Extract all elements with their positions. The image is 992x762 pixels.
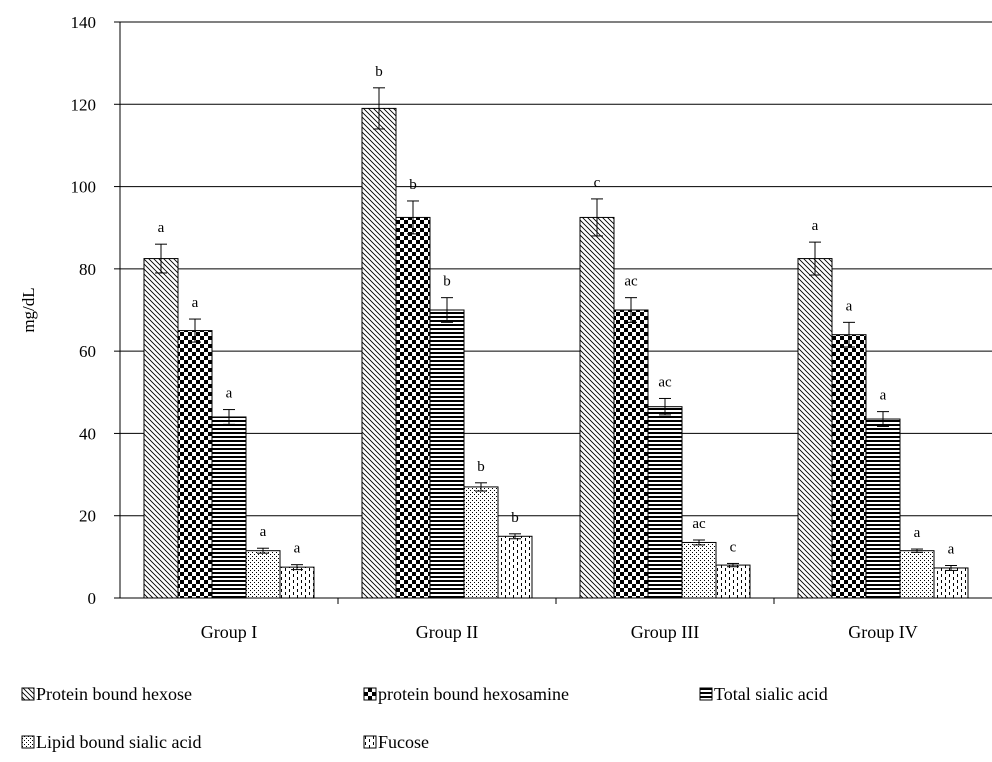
bar-3-2 xyxy=(865,418,901,599)
legend-label: Protein bound hexose xyxy=(36,684,192,704)
legend: Protein bound hexose protein bound hexosa… xyxy=(21,684,828,752)
significance-label: b xyxy=(375,64,383,80)
bar-2-1 xyxy=(613,309,649,599)
significance-label: b xyxy=(409,177,417,193)
significance-label: a xyxy=(260,524,267,540)
legend-label: Total sialic acid xyxy=(714,684,828,704)
y-tick-0: 0 xyxy=(88,589,120,608)
bar-0-2 xyxy=(211,416,247,599)
significance-label: a xyxy=(812,218,819,234)
y-tick-label: 80 xyxy=(79,260,96,279)
significance-label: ac xyxy=(658,374,672,390)
y-tick-100: 100 xyxy=(71,178,120,197)
legend-swatch xyxy=(699,687,713,701)
significance-label: c xyxy=(730,539,737,555)
significance-label: a xyxy=(294,541,301,557)
significance-label: ac xyxy=(624,274,638,290)
bar-0-3 xyxy=(245,550,281,599)
legend-label: Fucose xyxy=(378,732,429,752)
legend-label: protein bound hexosamine xyxy=(378,684,569,704)
significance-label: a xyxy=(158,220,165,236)
legend-swatch xyxy=(21,687,35,701)
legend-swatch xyxy=(21,735,35,749)
bars xyxy=(143,87,969,599)
bar-1-4 xyxy=(497,535,533,599)
significance-label: a xyxy=(880,388,887,404)
y-tick-120: 120 xyxy=(71,95,120,114)
bar-2-4 xyxy=(715,564,751,599)
legend-label: Lipid bound sialic acid xyxy=(36,732,201,752)
axes: 0 20 40 60 80 100 120 140 xyxy=(71,13,992,608)
y-tick-label: 140 xyxy=(71,13,97,32)
bar-1-1 xyxy=(395,216,431,599)
y-tick-20: 20 xyxy=(79,507,120,526)
legend-item-4: Fucose xyxy=(363,732,429,752)
y-axis-label: mg/dL xyxy=(19,287,38,332)
bar-1-2 xyxy=(429,309,465,599)
x-category-label: Group II xyxy=(416,622,478,642)
legend-item-1: protein bound hexosamine xyxy=(363,684,569,704)
significance-label: c xyxy=(594,175,601,191)
bar-0-1 xyxy=(177,330,213,599)
bar-2-2 xyxy=(647,406,683,599)
significance-label: b xyxy=(443,274,451,290)
labels: mg/dL Group I a a a a a Group II b b b b b Group III c… xyxy=(19,64,955,642)
bar-1-3 xyxy=(463,486,499,599)
bar-3-0 xyxy=(797,258,833,599)
gridlines xyxy=(120,21,992,517)
significance-label: a xyxy=(846,298,853,314)
y-tick-140: 140 xyxy=(71,13,120,32)
bar-0-4 xyxy=(279,566,315,599)
x-category-label: Group I xyxy=(201,622,258,642)
legend-swatch xyxy=(363,687,377,701)
bar-3-3 xyxy=(899,550,935,599)
bar-3-4 xyxy=(933,567,969,599)
y-tick-label: 120 xyxy=(71,95,97,114)
significance-label: ac xyxy=(692,516,706,532)
y-tick-label: 100 xyxy=(71,178,97,197)
significance-label: a xyxy=(226,386,233,402)
significance-label: a xyxy=(948,541,955,557)
legend-swatch xyxy=(363,735,377,749)
y-tick-80: 80 xyxy=(79,260,120,279)
significance-label: b xyxy=(511,510,519,526)
legend-item-2: Total sialic acid xyxy=(699,684,828,704)
y-tick-60: 60 xyxy=(79,342,120,361)
legend-item-3: Lipid bound sialic acid xyxy=(21,732,201,752)
significance-label: a xyxy=(192,295,199,311)
bar-2-3 xyxy=(681,541,717,599)
bar-2-0 xyxy=(579,216,615,599)
y-tick-label: 20 xyxy=(79,507,96,526)
x-category-label: Group IV xyxy=(848,622,918,642)
y-tick-label: 0 xyxy=(88,589,97,608)
y-tick-label: 40 xyxy=(79,424,96,443)
bar-1-0 xyxy=(361,107,397,599)
bar-3-1 xyxy=(831,334,867,599)
legend-item-0: Protein bound hexose xyxy=(21,684,192,704)
significance-label: b xyxy=(477,459,485,475)
bar-0-0 xyxy=(143,258,179,599)
significance-label: a xyxy=(914,525,921,541)
x-category-label: Group III xyxy=(631,622,699,642)
y-tick-40: 40 xyxy=(79,424,120,443)
y-tick-label: 60 xyxy=(79,342,96,361)
